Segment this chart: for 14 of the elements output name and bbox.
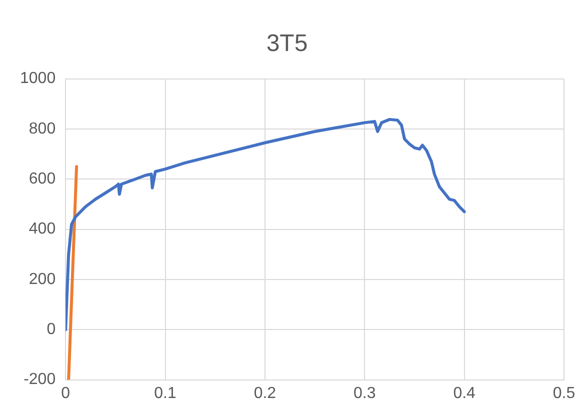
y-tick-label: 1000 [20, 70, 56, 88]
y-tick-label: 0 [46, 321, 56, 338]
x-tick-label: 0.4 [453, 384, 476, 402]
y-tick-label: 600 [28, 170, 56, 188]
x-tick-label: 0.1 [154, 384, 176, 402]
y-tick-label: 400 [28, 220, 56, 238]
y-tick-label: 200 [28, 270, 56, 288]
x-tick-label: 0.3 [354, 384, 376, 402]
x-tick-label: 0.5 [552, 384, 576, 402]
y-tick-label: -200 [24, 371, 56, 388]
x-tick-label: 0.2 [254, 384, 276, 402]
x-tick-label: 0 [61, 384, 70, 402]
chart-title: 3T5 [266, 30, 308, 58]
y-tick-label: 800 [28, 120, 56, 138]
